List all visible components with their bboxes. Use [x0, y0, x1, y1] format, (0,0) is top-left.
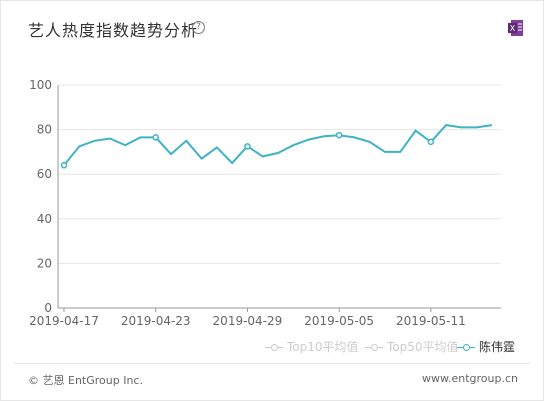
x-tick-label: 2019-05-05 [304, 314, 374, 328]
y-tick-label: 20 [37, 256, 52, 270]
line-chart: 0 20 40 60 80 100 2019-04-17 2019-04-23 2019-04-… [29, 78, 501, 328]
series-line [63, 124, 493, 166]
legend-item-top50[interactable]: Top50平均值 [365, 338, 459, 355]
y-tick-label: 100 [29, 78, 52, 92]
legend-marker-icon [265, 342, 283, 352]
legend-marker-icon [457, 342, 475, 352]
svg-text:X: X [510, 24, 516, 33]
y-tick-label: 60 [37, 167, 52, 181]
data-point [335, 131, 343, 139]
legend-label: 陈伟霆 [479, 340, 516, 354]
legend-item-artist[interactable]: 陈伟霆 [457, 338, 515, 355]
page-title: 艺人热度指数趋势分析 [28, 21, 199, 40]
data-point [427, 138, 435, 146]
x-tick-label: 2019-04-17 [29, 314, 99, 328]
site-link[interactable]: www.entgroup.cn [422, 372, 518, 385]
legend-item-top10[interactable]: Top10平均值 [265, 338, 359, 355]
legend-marker-icon [365, 342, 383, 352]
legend-label: Top10平均值 [287, 340, 359, 354]
data-point [60, 162, 68, 169]
y-tick-label: 0 [44, 301, 52, 315]
x-tick-label: 2019-04-29 [213, 314, 283, 328]
legend-label: Top50平均值 [387, 340, 459, 354]
copyright-text: © 艺恩 EntGroup Inc. [28, 374, 143, 387]
x-tick-label: 2019-05-11 [396, 314, 466, 328]
help-icon[interactable]: ? [192, 21, 205, 34]
data-point [244, 143, 251, 150]
y-tick-label: 80 [37, 123, 52, 137]
x-tick-label: 2019-04-23 [121, 314, 191, 328]
footer-divider [14, 363, 530, 364]
y-tick-label: 40 [37, 212, 52, 226]
data-point [152, 134, 159, 141]
excel-export-icon[interactable]: X [508, 20, 523, 36]
